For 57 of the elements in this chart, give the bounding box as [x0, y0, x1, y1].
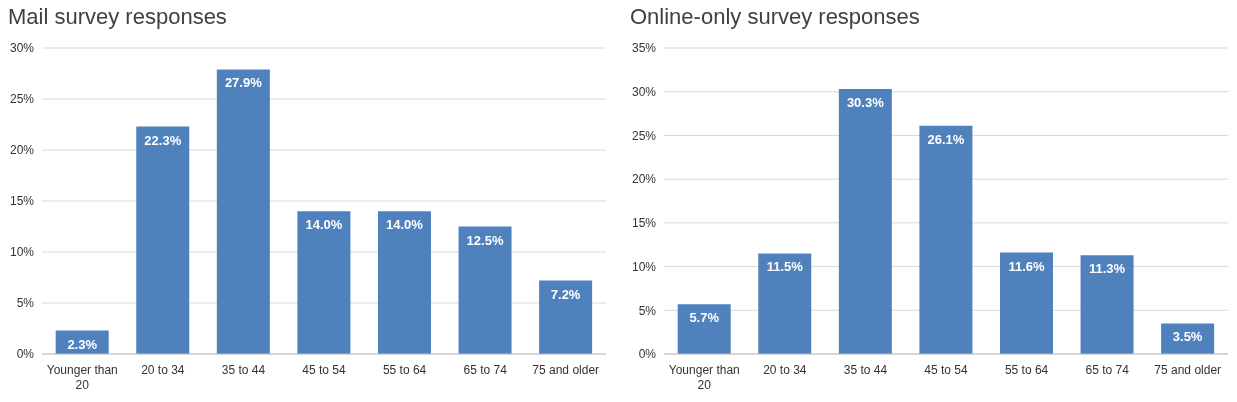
- data-label: 30.3%: [846, 95, 885, 111]
- x-tick-label: 55 to 64: [1004, 363, 1049, 377]
- data-label: 14.0%: [305, 217, 343, 233]
- y-tick-label: 35%: [631, 41, 657, 56]
- bar: [136, 126, 190, 354]
- bar: [458, 226, 512, 354]
- data-label: 11.5%: [766, 259, 804, 275]
- x-tick-label: Younger than 20: [46, 363, 118, 392]
- y-tick-label: 0%: [638, 347, 657, 362]
- data-label: 2.3%: [67, 336, 98, 352]
- data-label: 3.5%: [1172, 329, 1203, 345]
- bar: [838, 89, 892, 354]
- bar: [677, 304, 731, 354]
- bar: [539, 280, 593, 354]
- data-label: 22.3%: [144, 132, 182, 148]
- y-tick-label: 5%: [16, 296, 35, 311]
- x-tick-label: 45 to 54: [924, 363, 969, 377]
- data-label: 26.1%: [927, 131, 965, 147]
- y-tick-label: 25%: [9, 92, 35, 107]
- y-tick-label: 30%: [631, 84, 657, 99]
- y-tick-label: 0%: [16, 347, 35, 362]
- y-tick-label: 25%: [631, 128, 657, 143]
- data-label: 12.5%: [466, 232, 504, 248]
- y-tick-label: 20%: [631, 172, 657, 187]
- data-label: 11.6%: [1008, 258, 1045, 274]
- y-tick-label: 5%: [638, 303, 657, 318]
- data-label: 7.2%: [550, 286, 581, 302]
- bar: [377, 211, 431, 354]
- bar: [1080, 255, 1134, 354]
- y-tick-label: 10%: [9, 245, 35, 260]
- x-tick-label: 75 and older: [532, 363, 600, 377]
- data-label: 11.3%: [1088, 261, 1126, 277]
- x-tick-label: 20 to 34: [141, 363, 185, 377]
- x-tick-label: 20 to 34: [763, 363, 807, 377]
- x-tick-label: 45 to 54: [302, 363, 347, 377]
- data-label: 5.7%: [689, 310, 720, 326]
- bar: [999, 252, 1053, 354]
- bar: [297, 211, 351, 354]
- bar: [919, 125, 973, 354]
- x-tick-label: 75 and older: [1154, 363, 1222, 377]
- data-label: 14.0%: [386, 217, 424, 233]
- x-tick-label: 35 to 44: [221, 363, 266, 377]
- y-tick-label: 15%: [9, 194, 35, 209]
- x-tick-label: 65 to 74: [1085, 363, 1130, 377]
- x-tick-label: 35 to 44: [843, 363, 888, 377]
- y-tick-label: 10%: [631, 259, 657, 274]
- data-label: 27.9%: [224, 75, 263, 91]
- y-tick-label: 30%: [9, 41, 35, 56]
- chart-title: Mail survey responses: [7, 3, 228, 31]
- x-tick-label: Younger than 20: [668, 363, 740, 392]
- y-tick-label: 20%: [9, 143, 35, 158]
- chart-title: Online-only survey responses: [629, 3, 921, 31]
- bar: [758, 253, 812, 354]
- x-tick-label: 55 to 64: [382, 363, 427, 377]
- y-tick-label: 15%: [631, 216, 657, 231]
- x-tick-label: 65 to 74: [463, 363, 508, 377]
- bar: [216, 69, 270, 354]
